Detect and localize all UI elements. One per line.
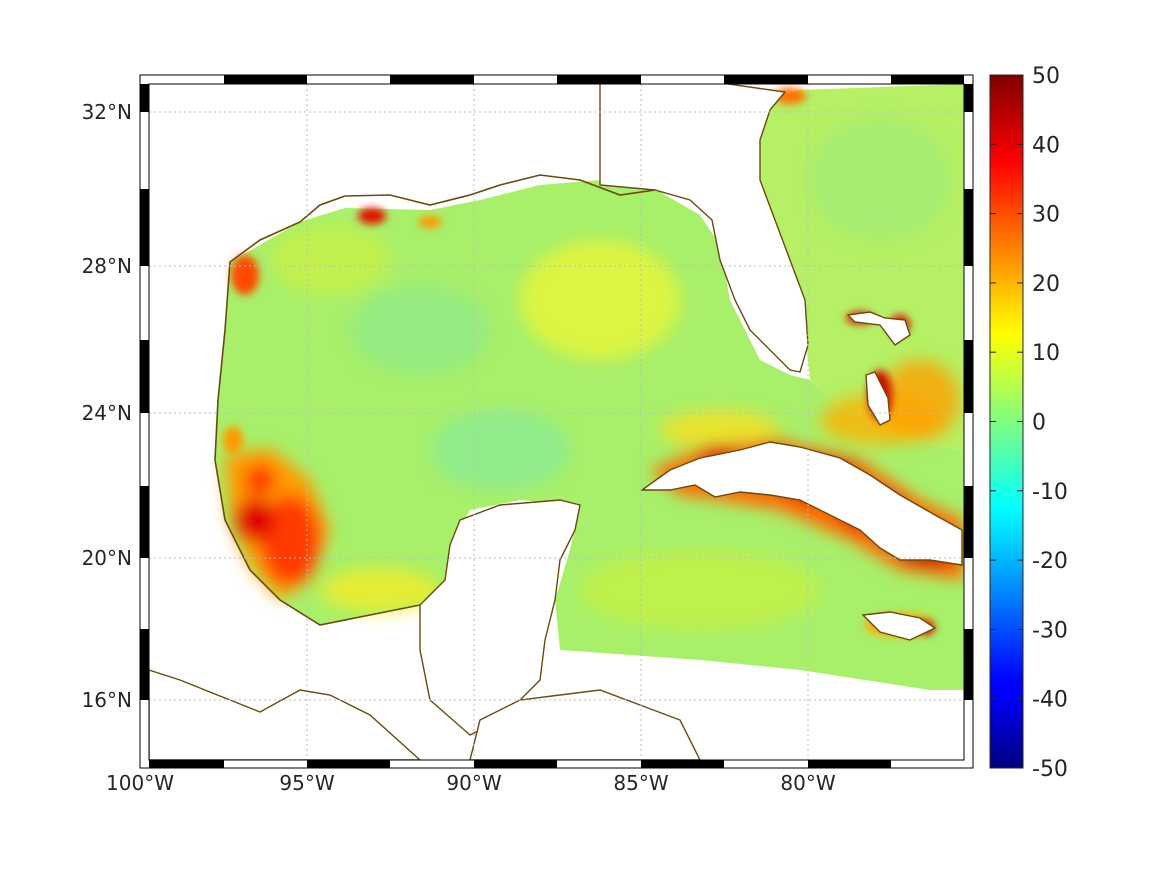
lat-label: 20°N [82, 546, 132, 570]
colorbar-label: 40 [1032, 133, 1060, 158]
lon-label: 100°W [106, 771, 174, 795]
colorbar-label: -40 [1032, 688, 1068, 713]
colorbar-label: 30 [1032, 203, 1060, 228]
colorbar-label: 20 [1032, 272, 1060, 297]
lon-label: 95°W [279, 771, 334, 795]
lat-label: 24°N [82, 401, 132, 425]
colorbar-label: 0 [1032, 411, 1046, 436]
colorbar-label: 10 [1032, 341, 1060, 366]
data-field [149, 84, 964, 760]
latitude-labels: 32°N 28°N 24°N 20°N 16°N [82, 100, 132, 712]
map-grid [149, 84, 964, 760]
lat-label: 16°N [82, 688, 132, 712]
western-gulf-hotspot [225, 448, 330, 600]
lat-label: 32°N [82, 100, 132, 124]
longitude-labels: 100°W 95°W 90°W 85°W 80°W [106, 771, 836, 795]
lon-label: 85°W [613, 771, 668, 795]
lon-label: 90°W [446, 771, 501, 795]
map-frame [139, 74, 974, 769]
coastlines [419, 84, 963, 736]
colorbar-label: -10 [1032, 480, 1068, 505]
colorbar-label: -50 [1032, 757, 1068, 782]
lat-label: 28°N [82, 254, 132, 278]
lon-label: 80°W [780, 771, 835, 795]
colorbar-label: 50 [1032, 64, 1060, 89]
colorbar-label: -20 [1032, 549, 1068, 574]
colorbar: 50 40 30 20 10 0 -10 -20 -30 -40 -50 [989, 64, 1068, 782]
colorbar-label: -30 [1032, 618, 1068, 643]
